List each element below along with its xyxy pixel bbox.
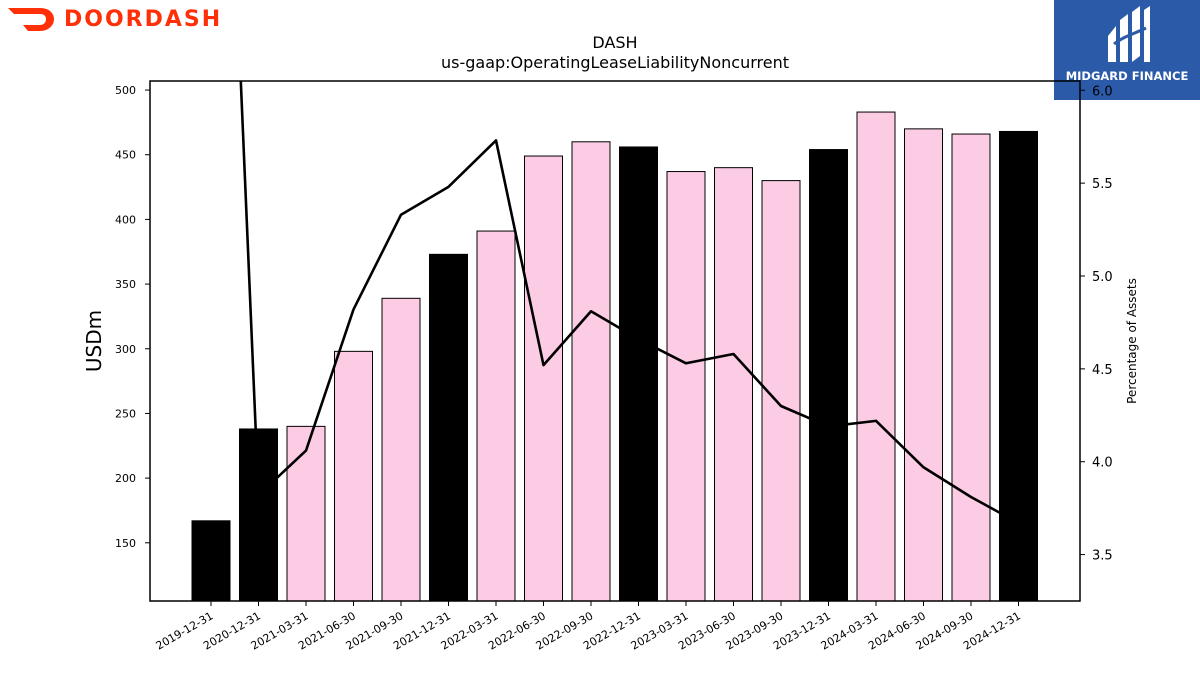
y2-tick-label-3.5: 3.5 [1092, 549, 1113, 564]
bar-2024-09-30 [951, 133, 991, 602]
doordash-icon [8, 8, 54, 31]
bar-2024-03-31 [856, 111, 896, 602]
bar-2023-03-31 [666, 171, 706, 602]
y2-tick-label-4.5: 4.5 [1092, 363, 1113, 378]
y-axis-label: USDm [82, 310, 106, 372]
y-tick-label-250: 250 [115, 407, 136, 420]
bar-2024-12-31 [999, 130, 1038, 602]
midgard-finance-name: MIDGARD FINANCE [1065, 69, 1189, 83]
bar-2024-06-30 [904, 128, 943, 602]
bar-2020-12-31 [239, 428, 278, 602]
doordash-wordmark: DOORDASH [64, 6, 223, 32]
y-tick-label-500: 500 [115, 84, 136, 97]
bar-2022-03-31 [476, 230, 516, 602]
bar-2021-03-31 [286, 425, 326, 602]
pct-assets-line [239, 81, 1020, 525]
bar-2023-12-31 [809, 149, 848, 602]
y2-tick-label-5: 5.0 [1092, 270, 1113, 285]
y2-tick-label-4: 4.0 [1092, 456, 1113, 471]
doordash-logo: DOORDASH [6, 4, 222, 34]
y2-axis-label: Percentage of Assets [1125, 278, 1139, 404]
y-tick-label-300: 300 [115, 343, 136, 356]
y-tick-label-400: 400 [115, 213, 136, 226]
y-tick-label-350: 350 [115, 278, 136, 291]
y2-tick-label-5.5: 5.5 [1092, 177, 1113, 192]
plot-frame [149, 80, 1081, 602]
bar-2022-06-30 [524, 155, 563, 602]
bar-2022-12-31 [619, 146, 658, 602]
y2-tick-label-6: 6.0 [1092, 84, 1113, 99]
bar-2021-09-30 [381, 297, 421, 602]
y-tick-label-200: 200 [115, 472, 136, 485]
bar-2021-06-30 [334, 350, 373, 602]
y-tick-label-150: 150 [115, 537, 136, 550]
midgard-finance-logo: MIDGARD FINANCE [1054, 0, 1200, 100]
bar-2021-12-31 [429, 253, 468, 602]
bar-2019-12-31 [191, 520, 231, 602]
bar-2022-09-30 [571, 141, 611, 602]
midgard-emblem-icon [1108, 6, 1150, 62]
chart-subtitle: us-gaap:OperatingLeaseLiabilityNoncurren… [441, 53, 789, 72]
bar-2023-06-30 [714, 167, 753, 602]
chart-title: DASH [592, 33, 637, 52]
y-tick-label-450: 450 [115, 149, 136, 162]
